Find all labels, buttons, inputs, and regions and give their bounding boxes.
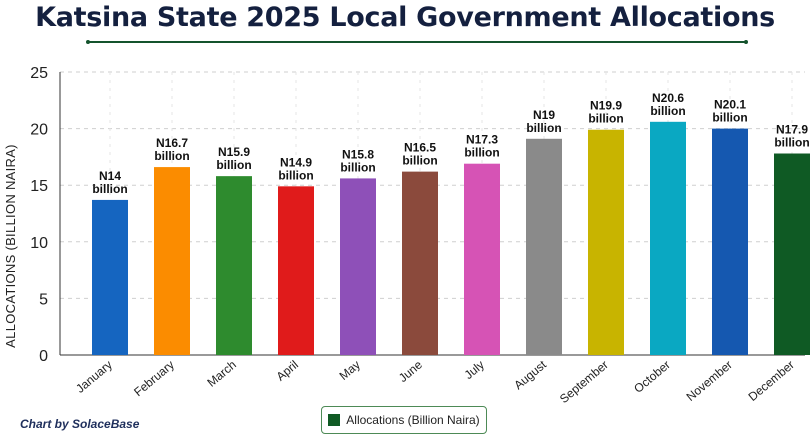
x-tick-label: July bbox=[462, 358, 487, 382]
x-tick-label: March bbox=[204, 358, 239, 390]
data-label-value: N16.7 bbox=[156, 136, 188, 150]
y-tick-label: 25 bbox=[30, 65, 48, 82]
bar-april bbox=[278, 186, 314, 355]
data-label-unit: billion bbox=[774, 136, 809, 150]
data-label-value: N20.6 bbox=[652, 91, 684, 105]
bar-chart: N14billionN16.7billion N15.9billion N14.9b… bbox=[0, 0, 810, 444]
bar-october bbox=[650, 122, 686, 355]
y-tick-label: 0 bbox=[39, 348, 48, 365]
data-label-unit: billion bbox=[154, 149, 189, 163]
data-label-value: N17.3 bbox=[466, 133, 498, 147]
x-tick-label: April bbox=[274, 358, 301, 384]
legend: Allocations (Billion Naira) bbox=[321, 406, 487, 434]
legend-label: Allocations (Billion Naira) bbox=[346, 413, 479, 427]
x-tick-label: June bbox=[396, 357, 425, 385]
chart-credit: Chart by SolaceBase bbox=[20, 417, 139, 431]
data-label-value: N15.8 bbox=[342, 147, 374, 161]
data-label-unit: billion bbox=[712, 111, 747, 125]
legend-swatch bbox=[328, 414, 340, 426]
bars bbox=[92, 122, 810, 355]
y-tick-label: 10 bbox=[30, 235, 48, 252]
bar-december bbox=[774, 154, 810, 355]
bar-february bbox=[154, 167, 190, 355]
bar-july bbox=[464, 164, 500, 355]
x-tick-label: February bbox=[131, 358, 177, 400]
x-tick-label: November bbox=[684, 358, 735, 404]
y-tick-label: 15 bbox=[30, 178, 48, 195]
bar-march bbox=[216, 176, 252, 355]
bar-june bbox=[402, 172, 438, 355]
data-label-value: N14 bbox=[99, 169, 121, 183]
data-label-value: N14.9 bbox=[280, 155, 312, 169]
data-label-unit: billion bbox=[464, 146, 499, 160]
data-label-unit: billion bbox=[278, 168, 313, 182]
bar-january bbox=[92, 200, 128, 355]
y-tick-label: 5 bbox=[39, 291, 48, 308]
data-label-unit: billion bbox=[340, 160, 375, 174]
x-tick-label: October bbox=[631, 358, 673, 396]
x-tick-label: December bbox=[746, 358, 797, 404]
data-label-unit: billion bbox=[650, 104, 685, 118]
y-axis-label: ALLOCATIONS (BILLION NAIRA) bbox=[3, 144, 18, 348]
data-label-unit: billion bbox=[526, 121, 561, 135]
bar-november bbox=[712, 129, 748, 355]
data-label-unit: billion bbox=[588, 112, 623, 126]
bar-may bbox=[340, 178, 376, 355]
x-tick-label: May bbox=[337, 358, 363, 383]
bar-august bbox=[526, 139, 562, 355]
data-label-value: N15.9 bbox=[218, 145, 250, 159]
data-label-value: N19.9 bbox=[590, 99, 622, 113]
data-label-value: N19 bbox=[533, 108, 555, 122]
x-tick-label: August bbox=[511, 357, 549, 392]
data-label-unit: billion bbox=[402, 154, 437, 168]
y-tick-label: 20 bbox=[30, 122, 48, 139]
x-tick-label: September bbox=[557, 358, 611, 406]
data-label-value: N16.5 bbox=[404, 141, 436, 155]
data-label-unit: billion bbox=[92, 182, 127, 196]
x-tick-label: January bbox=[73, 358, 115, 396]
bar-september bbox=[588, 130, 624, 355]
data-label-value: N17.9 bbox=[776, 123, 808, 137]
data-label-unit: billion bbox=[216, 158, 251, 172]
data-label-value: N20.1 bbox=[714, 98, 746, 112]
